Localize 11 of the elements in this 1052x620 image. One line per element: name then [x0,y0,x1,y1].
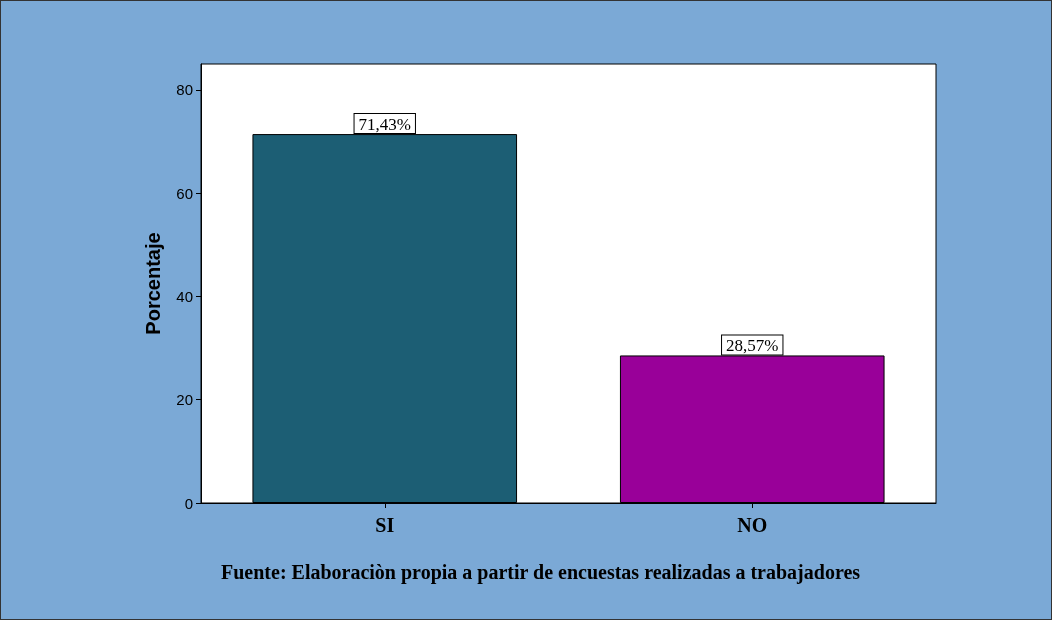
y-tick-label: 60 [176,184,193,202]
y-tick-label: 0 [184,494,193,512]
y-tick-label: 40 [176,287,193,305]
y-axis-title: Porcentaje [142,232,164,335]
x-tick-label: NO [737,514,768,536]
x-tick-label: SI [375,514,395,536]
data-label: 28,57% [726,336,779,356]
y-tick-label: 20 [176,391,193,409]
data-label: 71,43% [358,115,411,135]
y-tick-label: 80 [176,81,193,99]
source-note: Fuente: Elaboraciòn propia a partir de encuestas realizadas a trabajadores [221,561,861,584]
